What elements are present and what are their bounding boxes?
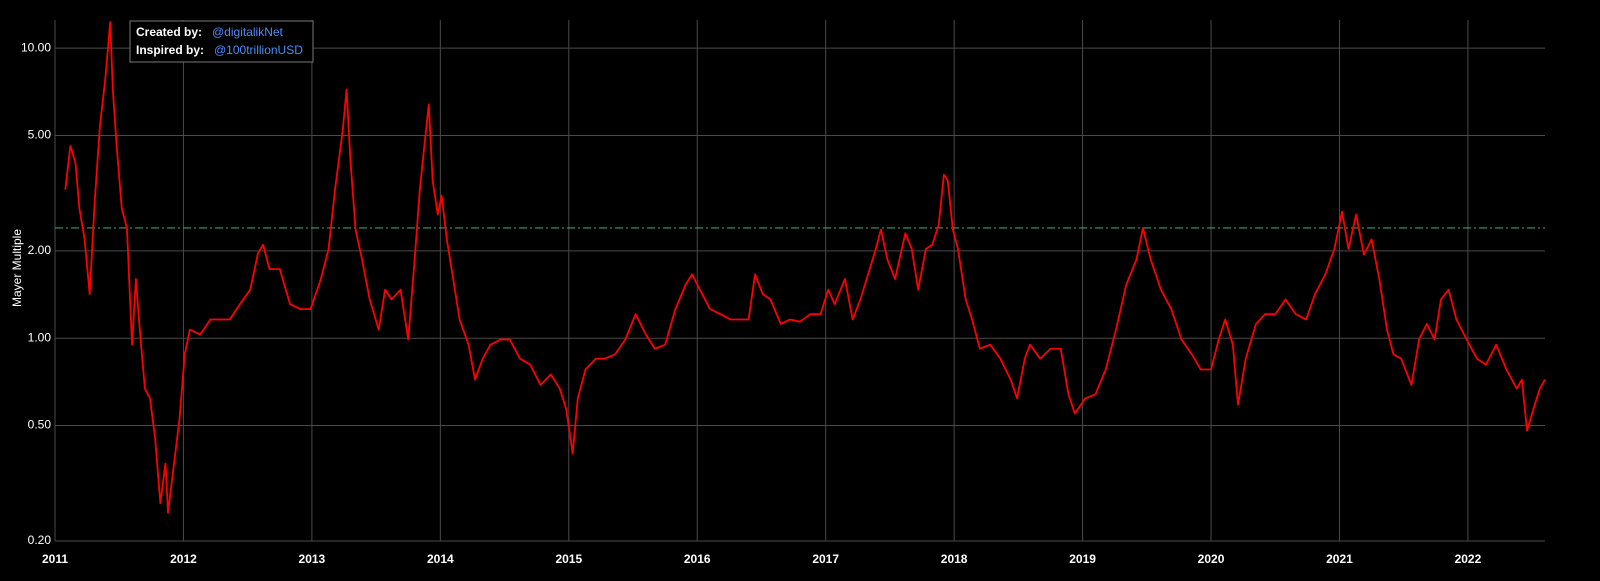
y-tick-label: 0.50 (28, 418, 52, 432)
x-tick-label: 2012 (170, 552, 197, 566)
credit-frame (129, 20, 314, 63)
x-tick-label: 2019 (1069, 552, 1096, 566)
x-tick-label: 2014 (427, 552, 454, 566)
plot-layer (55, 21, 1546, 514)
x-tick-label: 2021 (1326, 552, 1353, 566)
credit-label: Created by: (136, 25, 202, 39)
y-tick-label: 0.20 (28, 533, 52, 547)
x-tick-label: 2020 (1198, 552, 1225, 566)
mayer-multiple-line (64, 21, 1546, 514)
y-tick-label: 10.00 (21, 40, 51, 54)
x-tick-label: 2018 (941, 552, 968, 566)
y-tick-label: 2.00 (28, 243, 52, 257)
x-tick-label: 2016 (684, 552, 711, 566)
x-tick-label: 2015 (555, 552, 582, 566)
credit-box: Created by: @digitalikNet Inspired by: @… (129, 20, 314, 63)
y-tick-label: 5.00 (28, 128, 52, 142)
credit-handle: @digitalikNet (212, 25, 284, 39)
y-axis-label: Mayer Multiple (10, 229, 24, 307)
credit-handle: @100trillionUSD (214, 43, 303, 57)
credit-label: Inspired by: (136, 43, 204, 57)
x-tick-label: 2017 (812, 552, 839, 566)
x-tick-label: 2013 (299, 552, 326, 566)
y-tick-label: 1.00 (28, 330, 52, 344)
x-tick-label: 2011 (42, 552, 68, 566)
x-tick-label: 2022 (1455, 552, 1482, 566)
